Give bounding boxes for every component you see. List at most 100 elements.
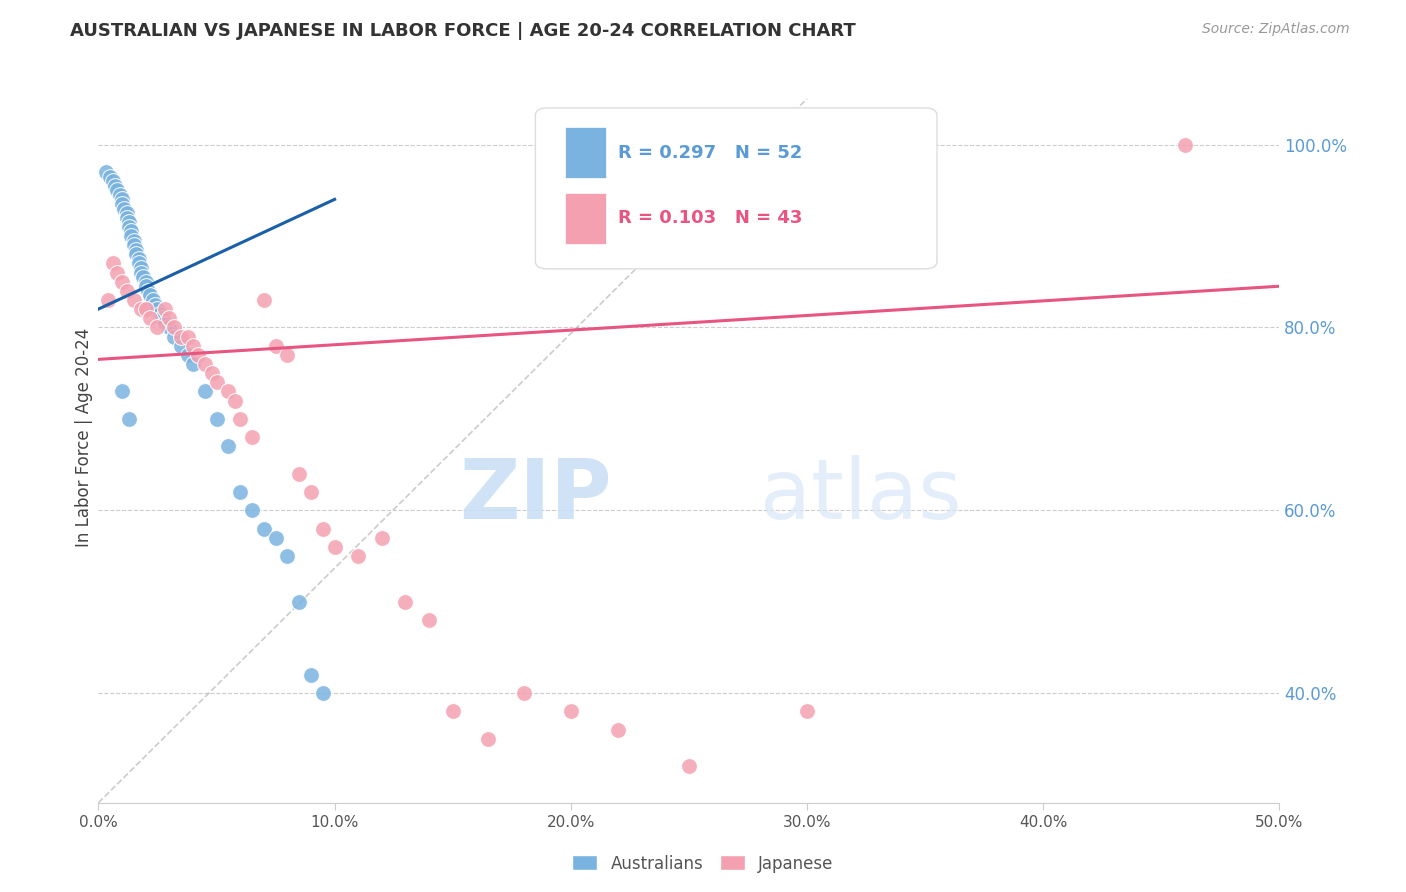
Point	[118, 215, 141, 229]
Point	[111, 275, 134, 289]
Point	[135, 279, 157, 293]
Point	[205, 412, 228, 426]
Point	[177, 348, 200, 362]
Point	[477, 731, 499, 746]
Bar	[565, 193, 606, 244]
Point	[441, 705, 464, 719]
Point	[142, 293, 165, 307]
Point	[194, 384, 217, 399]
Y-axis label: In Labor Force | Age 20-24: In Labor Force | Age 20-24	[75, 327, 93, 547]
Point	[288, 467, 311, 481]
Point	[205, 376, 228, 390]
Point	[111, 384, 134, 399]
Point	[157, 320, 180, 334]
Point	[118, 412, 141, 426]
Point	[240, 430, 263, 444]
Point	[253, 293, 276, 307]
Point	[312, 521, 335, 535]
Point	[678, 759, 700, 773]
Point	[224, 393, 246, 408]
Point	[101, 174, 124, 188]
Point	[105, 183, 128, 197]
Point	[299, 667, 322, 682]
Point	[323, 540, 346, 554]
Point	[194, 357, 217, 371]
Point	[128, 256, 150, 270]
Point	[149, 307, 172, 321]
Text: atlas: atlas	[759, 455, 962, 536]
Point	[98, 169, 121, 184]
Point	[139, 311, 162, 326]
Point	[371, 531, 394, 545]
Point	[512, 686, 534, 700]
Point	[115, 284, 138, 298]
Point	[394, 595, 416, 609]
Point	[104, 178, 127, 193]
Point	[276, 348, 298, 362]
Point	[101, 256, 124, 270]
Point	[153, 302, 176, 317]
Text: R = 0.103   N = 43: R = 0.103 N = 43	[619, 210, 803, 227]
Point	[264, 339, 287, 353]
Point	[112, 202, 135, 216]
FancyBboxPatch shape	[536, 108, 936, 268]
Point	[115, 211, 138, 225]
Point	[146, 320, 169, 334]
Point	[111, 193, 134, 207]
Point	[181, 357, 204, 371]
Point	[118, 219, 141, 234]
Point	[187, 348, 209, 362]
Point	[122, 234, 145, 248]
Point	[276, 549, 298, 563]
Point	[796, 705, 818, 719]
Point	[150, 311, 173, 326]
Point	[1174, 137, 1197, 152]
Point	[122, 238, 145, 252]
Point	[201, 366, 224, 380]
Point	[129, 266, 152, 280]
Point	[229, 485, 252, 500]
Point	[312, 686, 335, 700]
Point	[136, 284, 159, 298]
Point	[264, 531, 287, 545]
Point	[347, 549, 370, 563]
Point	[132, 270, 155, 285]
Point	[253, 521, 276, 535]
Text: Source: ZipAtlas.com: Source: ZipAtlas.com	[1202, 22, 1350, 37]
Point	[105, 266, 128, 280]
Point	[217, 439, 239, 453]
Point	[128, 252, 150, 266]
Point	[146, 302, 169, 317]
Point	[143, 297, 166, 311]
Text: ZIP: ZIP	[460, 455, 612, 536]
Legend: Australians, Japanese: Australians, Japanese	[565, 848, 841, 880]
Bar	[565, 127, 606, 178]
Text: R = 0.297   N = 52: R = 0.297 N = 52	[619, 144, 803, 161]
Point	[97, 293, 120, 307]
Point	[418, 613, 440, 627]
Point	[121, 224, 143, 238]
Point	[129, 260, 152, 275]
Point	[299, 485, 322, 500]
Point	[170, 339, 193, 353]
Point	[129, 302, 152, 317]
Point	[288, 595, 311, 609]
Point	[607, 723, 630, 737]
Point	[125, 243, 148, 257]
Point	[111, 197, 134, 211]
Point	[157, 311, 180, 326]
Point	[560, 705, 582, 719]
Point	[163, 329, 186, 343]
Text: AUSTRALIAN VS JAPANESE IN LABOR FORCE | AGE 20-24 CORRELATION CHART: AUSTRALIAN VS JAPANESE IN LABOR FORCE | …	[70, 22, 856, 40]
Point	[170, 329, 193, 343]
Point	[108, 187, 131, 202]
Point	[139, 288, 162, 302]
Point	[229, 412, 252, 426]
Point	[122, 293, 145, 307]
Point	[181, 339, 204, 353]
Point	[153, 316, 176, 330]
Point	[240, 503, 263, 517]
Point	[115, 206, 138, 220]
Point	[217, 384, 239, 399]
Point	[121, 229, 143, 244]
